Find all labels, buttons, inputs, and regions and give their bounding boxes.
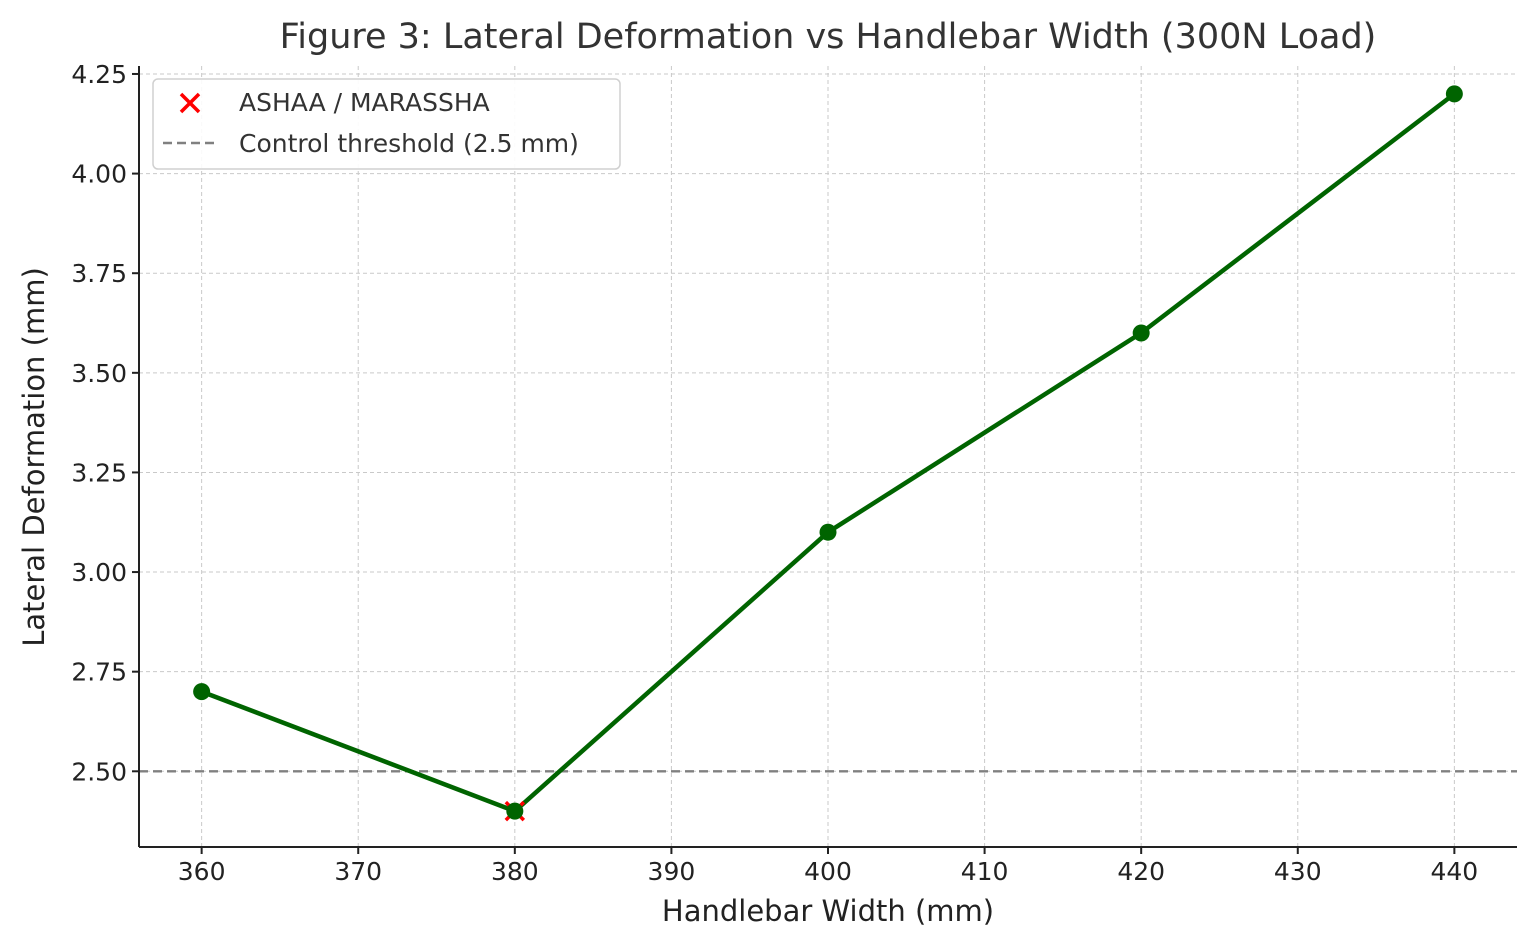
axes — [138, 66, 1517, 848]
grid-lines — [139, 66, 1517, 847]
y-tick-label: 4.25 — [71, 60, 127, 89]
data-point-360 — [193, 683, 211, 701]
x-axis-label: Handlebar Width (mm) — [662, 894, 994, 928]
y-tick-label: 3.75 — [71, 259, 127, 288]
legend-label-control-threshold: Control threshold (2.5 mm) — [239, 129, 579, 158]
legend-entry-ashaa-marassha: ASHAA / MARASSHA — [179, 88, 490, 117]
y-axis-label: Lateral Deformation (mm) — [17, 267, 51, 647]
y-tick-label: 2.50 — [71, 757, 127, 786]
x-tick-label: 440 — [1431, 857, 1479, 886]
data-point-400 — [819, 523, 837, 541]
tick-labels: 360 370 380 390 400 410 420 430 440 2.50 2.75 3.00 3… — [71, 60, 1478, 886]
x-tick-label: 430 — [1274, 857, 1322, 886]
y-tick-label: 3.00 — [71, 558, 127, 587]
legend: ASHAA / MARASSHA Control threshold (2.5 m… — [152, 78, 621, 170]
series-layer — [193, 85, 1463, 822]
legend-label-ashaa-marassha: ASHAA / MARASSHA — [239, 88, 490, 117]
data-point-420 — [1132, 324, 1150, 342]
x-tick-label: 360 — [178, 857, 226, 886]
x-tick-label: 410 — [961, 857, 1009, 886]
y-tick-label: 3.50 — [71, 359, 127, 388]
legend-entry-control-threshold: Control threshold (2.5 mm) — [163, 129, 579, 158]
y-tick-label: 2.75 — [71, 658, 127, 687]
x-tick-label: 390 — [648, 857, 696, 886]
data-point-380 — [506, 802, 524, 820]
x-tick-label: 400 — [804, 857, 852, 886]
chart-title: Figure 3: Lateral Deformation vs Handleb… — [280, 17, 1377, 57]
data-point-440 — [1445, 85, 1463, 103]
y-tick-label: 3.25 — [71, 458, 127, 487]
y-tick-label: 4.00 — [71, 160, 127, 189]
x-tick-label: 420 — [1117, 857, 1165, 886]
x-tick-label: 380 — [491, 857, 539, 886]
legend-box — [152, 78, 621, 170]
x-tick-label: 370 — [334, 857, 382, 886]
